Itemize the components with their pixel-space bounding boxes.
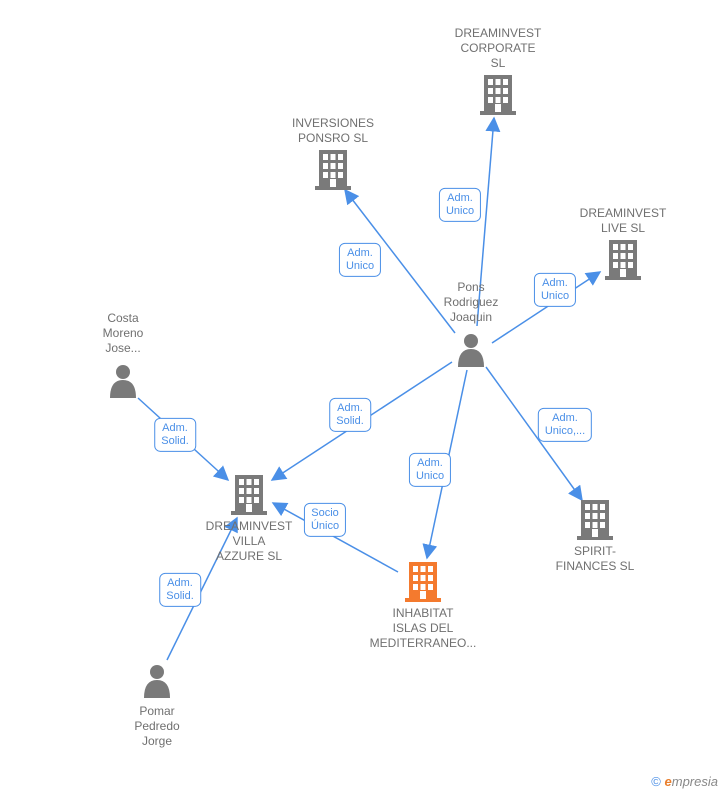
node-label[interactable]: Costa Moreno Jose... bbox=[103, 311, 144, 356]
edge-label: Adm. Solid. bbox=[154, 418, 196, 452]
node-label[interactable]: DREAMINVEST VILLA AZZURE SL bbox=[206, 519, 293, 564]
building-icon[interactable] bbox=[405, 562, 441, 602]
edge-label: Adm. Unico,... bbox=[538, 408, 592, 442]
node-label[interactable]: DREAMINVEST CORPORATE SL bbox=[455, 26, 542, 71]
edge-label: Socio Único bbox=[304, 503, 346, 537]
node-label[interactable]: INVERSIONES PONSRO SL bbox=[292, 116, 374, 146]
edge-label: Adm. Solid. bbox=[159, 573, 201, 607]
building-icon[interactable] bbox=[605, 240, 641, 280]
edge-label: Adm. Unico bbox=[534, 273, 576, 307]
edge-label: Adm. Unico bbox=[439, 188, 481, 222]
node-label[interactable]: DREAMINVEST LIVE SL bbox=[580, 206, 667, 236]
building-icon[interactable] bbox=[231, 475, 267, 515]
person-icon[interactable] bbox=[144, 665, 170, 698]
node-label[interactable]: INHABITAT ISLAS DEL MEDITERRANEO... bbox=[370, 606, 477, 651]
copyright: © empresia bbox=[651, 774, 718, 789]
brand: empresia bbox=[665, 774, 718, 789]
edge-label: Adm. Unico bbox=[339, 243, 381, 277]
node-label[interactable]: Pons Rodriguez Joaquin bbox=[444, 280, 499, 325]
node-label[interactable]: SPIRIT- FINANCES SL bbox=[556, 544, 635, 574]
edge-label: Adm. Solid. bbox=[329, 398, 371, 432]
edge-label: Adm. Unico bbox=[409, 453, 451, 487]
copyright-symbol: © bbox=[651, 774, 661, 789]
building-icon[interactable] bbox=[315, 150, 351, 190]
person-icon[interactable] bbox=[458, 334, 484, 367]
person-icon[interactable] bbox=[110, 365, 136, 398]
node-label[interactable]: Pomar Pedredo Jorge bbox=[134, 704, 179, 749]
building-icon[interactable] bbox=[577, 500, 613, 540]
building-icon[interactable] bbox=[480, 75, 516, 115]
